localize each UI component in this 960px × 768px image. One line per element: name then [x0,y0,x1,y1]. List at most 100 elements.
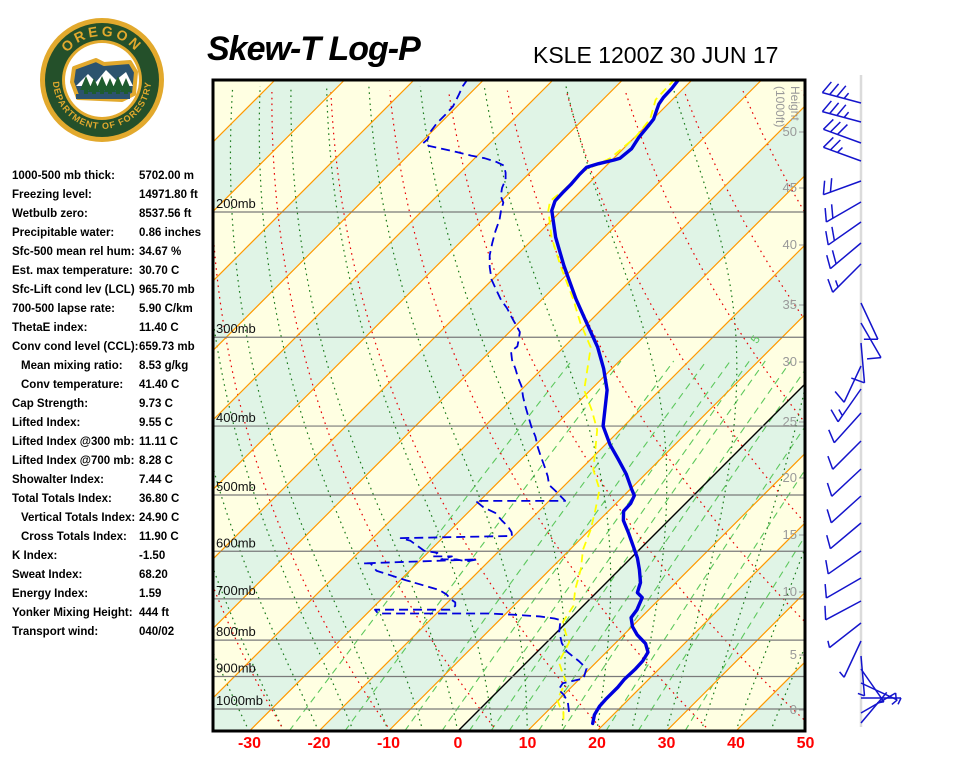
temp-axis-label: -10 [377,735,400,752]
pressure-label: 500mb [216,479,256,494]
index-value: 14971.80 ft [139,189,198,201]
wind-barb [860,691,888,724]
isotherm-line [213,80,484,352]
isotherm-line [0,80,206,731]
zero-isotherm-line [457,383,805,731]
index-row: 1000-500 mb thick: 5702.00 m [12,167,212,186]
index-row: Freezing level: 14971.80 ft [12,186,212,205]
wind-barbs [821,81,902,724]
wind-barb [839,640,862,678]
height-scale-label: 45 [783,180,797,195]
index-row: Conv cond level (CCL):659.73 mb [12,338,212,357]
moist-adiabat-line [700,385,805,731]
dry-adiabat-line [271,90,498,731]
index-row: ThetaE index: 11.40 C [12,319,212,338]
isotherm-line [213,105,805,699]
pressure-label: 900mb [216,660,256,675]
index-label: ThetaE index: [12,322,88,334]
isotherm-line [806,80,960,731]
index-row: Sweat Index: 68.20 [12,566,212,585]
height-scale-label: 5 [790,647,797,662]
isotherm-line [318,244,805,731]
wind-barb [822,136,862,162]
index-row: 700-500 lapse rate: 5.90 C/km [12,300,212,319]
height-scale-label: 35 [783,297,797,312]
temp-axis-label: -20 [307,735,330,752]
sounding-indices-list: 1000-500 mb thick: 5702.00 m Freezing leve… [12,167,212,642]
isotherm-line [249,174,805,731]
wind-barb [821,81,862,104]
pressure-label: 700mb [216,583,256,598]
height-scale-label: 30 [783,354,797,369]
wind-barb [827,622,862,649]
index-label: 700-500 lapse rate: [12,303,115,315]
index-label: Vertical Totals Index: [21,512,136,524]
pressure-label: 300mb [216,321,256,336]
index-row: Cross Totals Index: 11.90 C [12,528,212,547]
index-value: 040/02 [139,626,175,638]
height-scale-label: 10 [783,584,797,599]
moist-adiabat-line [213,726,215,731]
index-label: Est. max temperature: [12,265,133,277]
dry-adiabat-line [801,90,805,99]
index-row: Total Totals Index: 36.80 C [12,490,212,509]
isotherm-line [213,80,623,491]
index-row: Lifted Index: 9.55 C [12,414,212,433]
chart-border [211,78,807,733]
dry-adiabat-line [213,90,392,731]
wind-barb [834,365,862,403]
wind-barb [830,388,862,423]
isotherm-line [388,313,805,731]
index-value: 34.67 % [139,246,182,258]
index-value: 36.80 C [139,493,180,505]
dry-adiabat-line [330,90,605,731]
height-scale-label: 0 [790,702,797,717]
wind-barb [821,100,862,123]
index-label: Precipitable water: [12,227,115,239]
isotherm-line [596,522,805,731]
index-value: 659.73 mb [139,341,195,353]
index-row: Cap Strength: 9.73 C [12,395,212,414]
index-label: Lifted Index @300 mb: [12,436,135,448]
dry-adiabat-line [861,91,960,732]
wind-barb [824,577,862,599]
pressure-label: 1000mb [216,693,263,708]
pressure-label: 200mb [216,196,256,211]
index-value: 30.70 C [139,265,180,277]
index-label: Conv temperature: [21,379,124,391]
height-scale-label: 50 [783,124,797,139]
isotherm-line [875,80,960,731]
temperature-trace [550,80,681,726]
index-label: Yonker Mixing Height: [12,607,133,619]
index-row: Transport wind: 040/02 [12,623,212,642]
index-value: 24.90 C [139,512,180,524]
index-row: Energy Index: 1.59 [12,585,212,604]
index-label: Sfc-Lift cond lev (LCL) [12,284,135,296]
index-row: Sfc-Lift cond lev (LCL) 965.70 mb [12,281,212,300]
wind-barb [825,550,862,575]
index-row: Showalter Index: 7.44 C [12,471,212,490]
index-label: Lifted Index @700 mb: [12,455,135,467]
index-value: 9.55 C [139,417,173,429]
wind-barb [822,178,862,196]
index-label: Sweat Index: [12,569,83,581]
moist-adiabat-line [665,85,738,731]
wind-barb [827,440,862,470]
index-value: 965.70 mb [139,284,195,296]
index-value: 68.20 [139,569,168,581]
index-value: 9.73 C [139,398,173,410]
isotherm-line [0,80,136,731]
temp-axis-label: 40 [727,735,745,752]
pressure-label: 600mb [216,535,256,550]
page-title: Skew-T Log-P [207,30,421,68]
index-label: Transport wind: [12,626,99,638]
wind-barb [826,242,862,270]
svg-text:Height: Height [788,86,802,121]
index-label: Cross Totals Index: [21,531,127,543]
wind-barb [860,302,879,341]
wind-barb [860,682,898,705]
index-value: 11.90 C [139,531,179,543]
isotherm-line [527,452,805,731]
index-label: 1000-500 mb thick: [12,170,115,182]
